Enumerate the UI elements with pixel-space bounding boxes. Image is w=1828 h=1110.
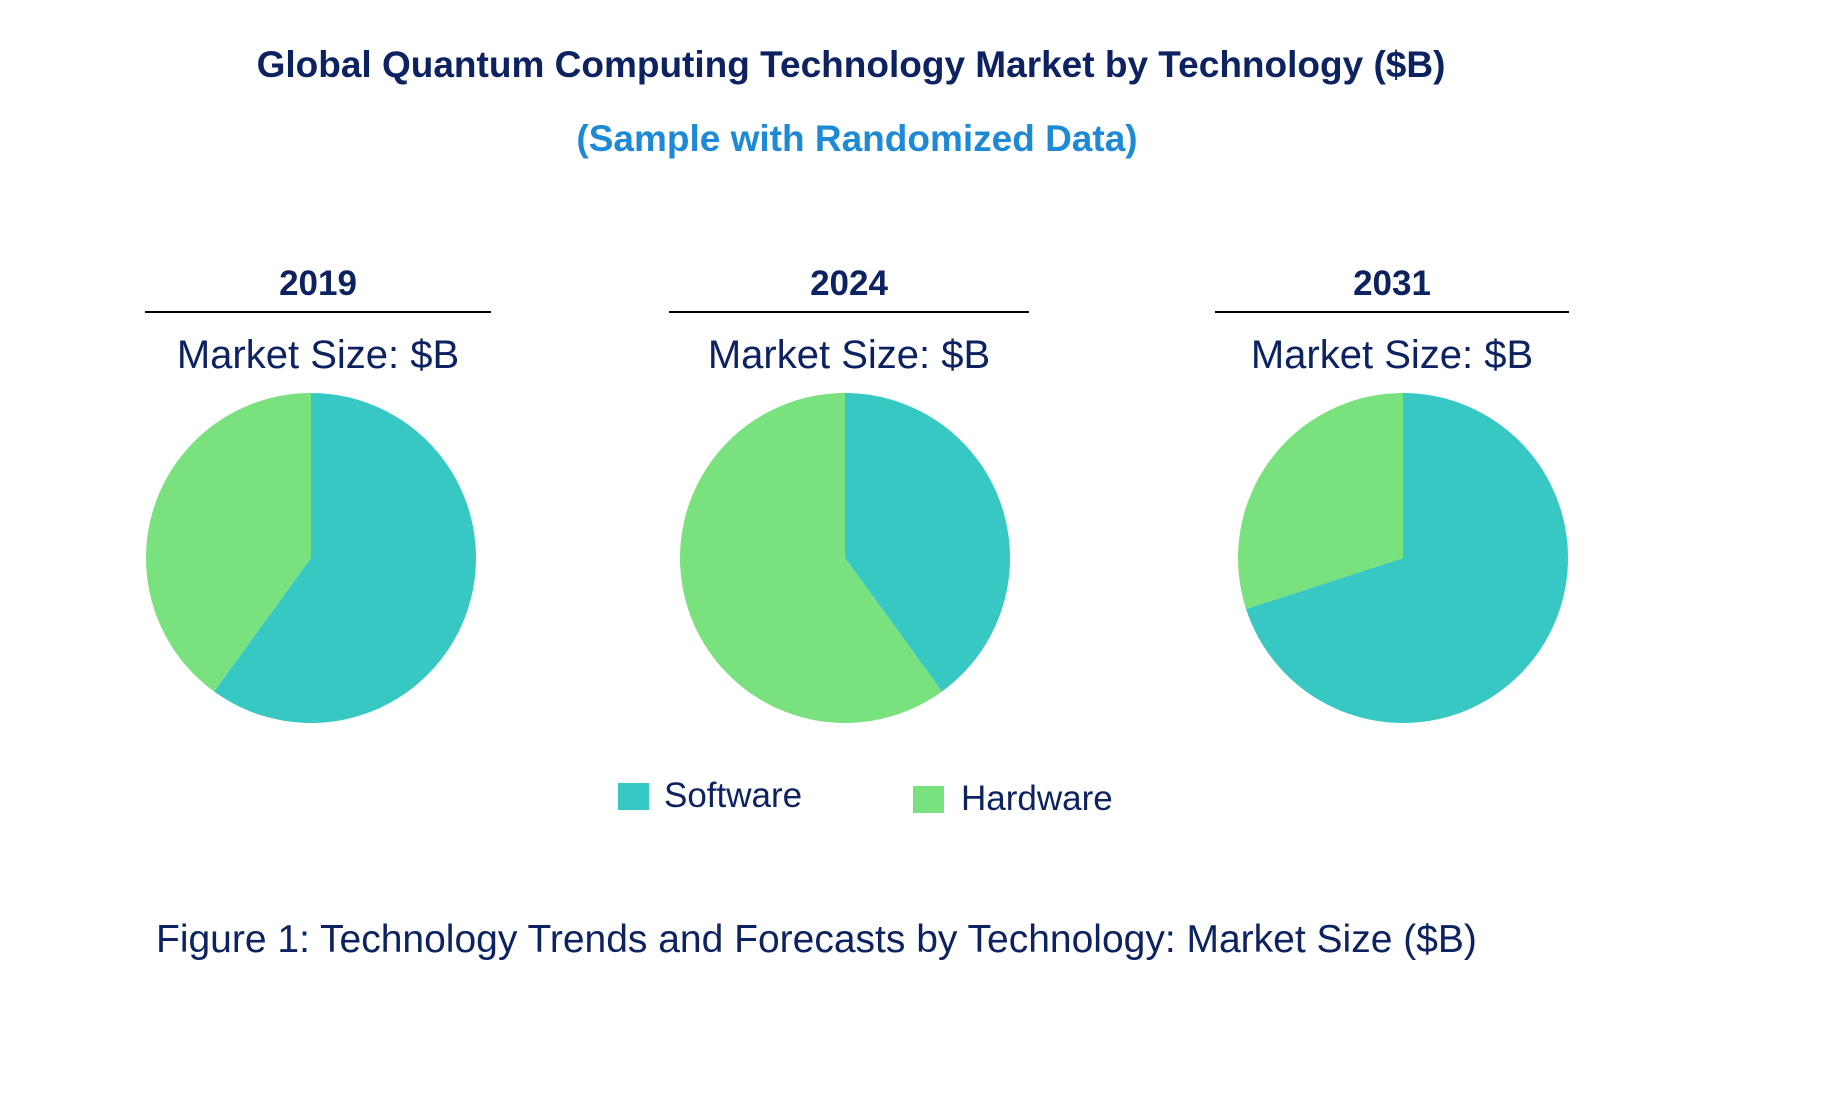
- year-divider: [145, 311, 491, 313]
- chart-subtitle: (Sample with Randomized Data): [576, 118, 1138, 159]
- legend-label-software: Software: [664, 776, 803, 815]
- pie-year-2024: 2024: [810, 264, 888, 303]
- figure-caption: Figure 1: Technology Trends and Forecast…: [156, 918, 1477, 961]
- market-size-label: Market Size: $B: [176, 333, 460, 377]
- legend-swatch-software: [618, 783, 649, 810]
- pie-year-2019: 2019: [279, 264, 357, 303]
- pie-slice-2024-software: [845, 393, 1010, 692]
- pie-slice-2019-hardware: [145, 393, 311, 692]
- chart-title: Global Quantum Computing Technology Mark…: [256, 44, 1446, 85]
- pie-year-2031: 2031: [1353, 264, 1431, 303]
- year-divider: [669, 311, 1029, 313]
- market-size-label: Market Size: $B: [1250, 333, 1534, 377]
- pie-slice-2024-hardware: [680, 392, 942, 723]
- year-divider: [1215, 311, 1569, 313]
- pie-slice-2031-hardware: [1238, 393, 1403, 609]
- pie-slice-2031-software: [1246, 393, 1569, 723]
- market-size-label: Market Size: $B: [707, 333, 991, 377]
- legend-label-hardware: Hardware: [961, 779, 1113, 818]
- legend-swatch-hardware: [913, 786, 944, 813]
- pie-slice-2019-software: [214, 393, 476, 723]
